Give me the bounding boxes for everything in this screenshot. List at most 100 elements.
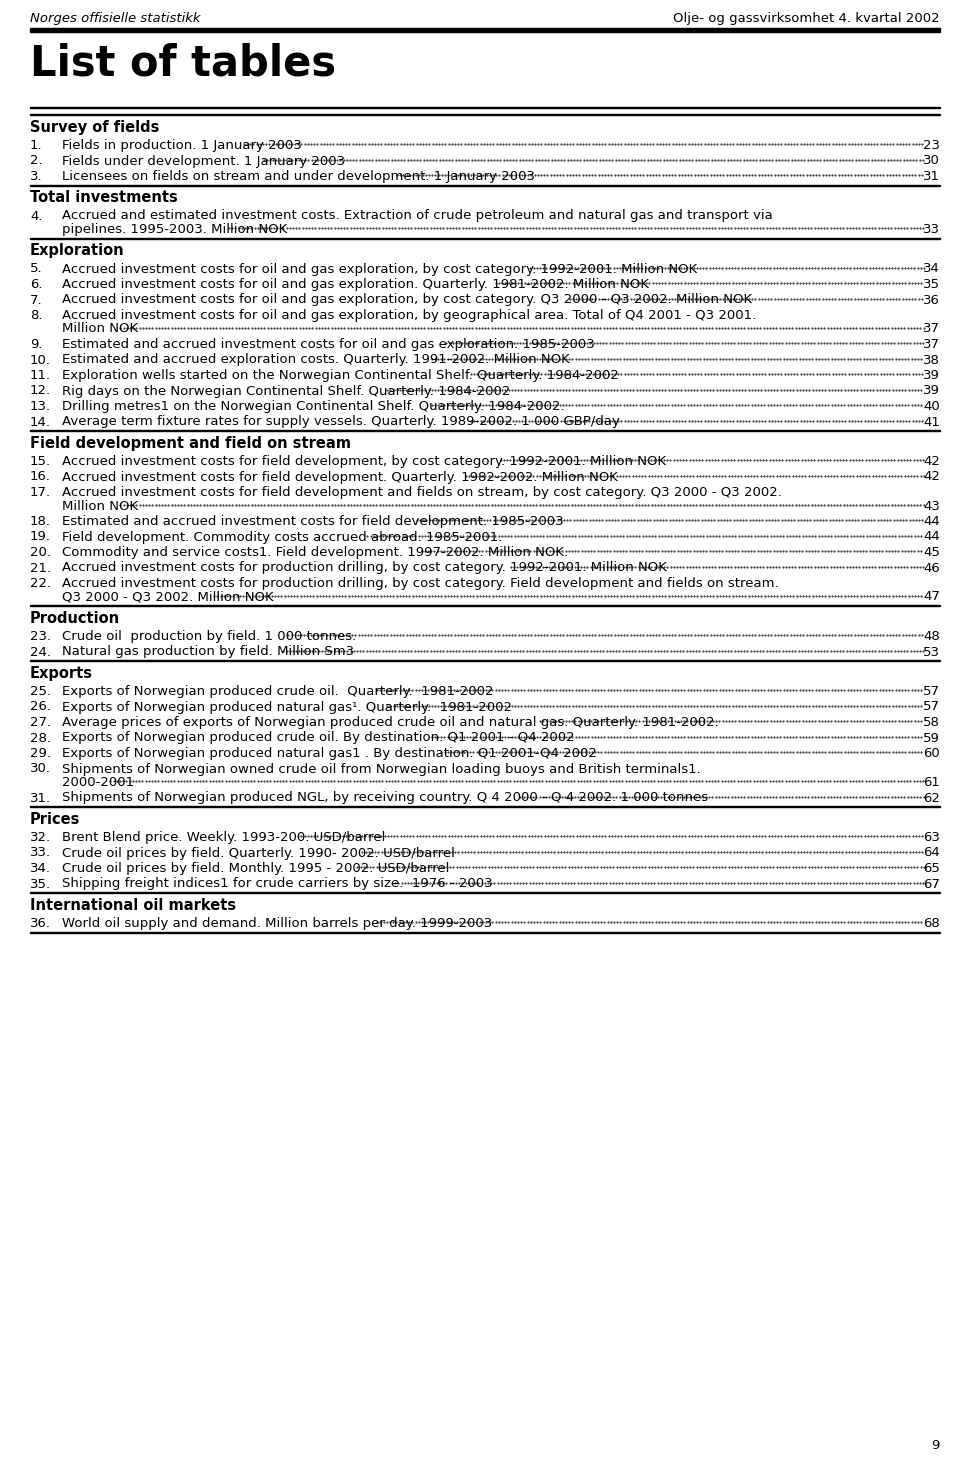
Text: Exports: Exports bbox=[30, 667, 93, 681]
Text: 68: 68 bbox=[924, 917, 940, 930]
Text: 3.: 3. bbox=[30, 170, 42, 183]
Text: 64: 64 bbox=[924, 847, 940, 860]
Text: 67: 67 bbox=[924, 878, 940, 891]
Text: 28.: 28. bbox=[30, 731, 51, 744]
Text: 57: 57 bbox=[923, 686, 940, 697]
Text: 11.: 11. bbox=[30, 369, 51, 382]
Text: 59: 59 bbox=[924, 731, 940, 744]
Text: 30.: 30. bbox=[30, 762, 51, 775]
Text: 21.: 21. bbox=[30, 561, 51, 574]
Text: 45: 45 bbox=[924, 546, 940, 560]
Text: Accrued investment costs for oil and gas exploration, by geographical area. Tota: Accrued investment costs for oil and gas… bbox=[62, 309, 756, 322]
Text: Q3 2000 - Q3 2002. Million NOK: Q3 2000 - Q3 2002. Million NOK bbox=[62, 590, 274, 604]
Text: Average prices of exports of Norwegian produced crude oil and natural gas. Quart: Average prices of exports of Norwegian p… bbox=[62, 716, 719, 730]
Text: Accrued investment costs for oil and gas exploration, by cost category. Q3 2000 : Accrued investment costs for oil and gas… bbox=[62, 293, 752, 306]
Text: 18.: 18. bbox=[30, 516, 51, 527]
Text: 34: 34 bbox=[924, 262, 940, 275]
Text: 5.: 5. bbox=[30, 262, 42, 275]
Text: Rig days on the Norwegian Continental Shelf. Quarterly. 1984-2002: Rig days on the Norwegian Continental Sh… bbox=[62, 384, 511, 397]
Text: 24.: 24. bbox=[30, 646, 51, 658]
Text: Shipments of Norwegian owned crude oil from Norwegian loading buoys and British : Shipments of Norwegian owned crude oil f… bbox=[62, 762, 701, 775]
Text: 44: 44 bbox=[924, 530, 940, 544]
Text: 15.: 15. bbox=[30, 456, 51, 467]
Text: Brent Blend price. Weekly. 1993-200. USD/barrel: Brent Blend price. Weekly. 1993-200. USD… bbox=[62, 831, 385, 844]
Text: 63: 63 bbox=[924, 831, 940, 844]
Text: Estimated and accrued exploration costs. Quarterly. 1991-2002. Million NOK: Estimated and accrued exploration costs.… bbox=[62, 353, 569, 366]
Text: 39: 39 bbox=[924, 384, 940, 397]
Text: Total investments: Total investments bbox=[30, 190, 178, 205]
Text: Estimated and accrued investment costs for oil and gas exploration. 1985-2003: Estimated and accrued investment costs f… bbox=[62, 338, 595, 352]
Text: Exports of Norwegian produced natural gas¹. Quarterly.  1981-2002: Exports of Norwegian produced natural ga… bbox=[62, 700, 512, 713]
Text: 36: 36 bbox=[924, 293, 940, 306]
Text: 26.: 26. bbox=[30, 700, 51, 713]
Text: 1.: 1. bbox=[30, 139, 42, 152]
Text: 10.: 10. bbox=[30, 353, 51, 366]
Text: 39: 39 bbox=[924, 369, 940, 382]
Text: 48: 48 bbox=[924, 630, 940, 643]
Text: Natural gas production by field. Million Sm3: Natural gas production by field. Million… bbox=[62, 646, 354, 658]
Text: Field development and field on stream: Field development and field on stream bbox=[30, 437, 351, 451]
Text: 33.: 33. bbox=[30, 847, 51, 860]
Text: 20.: 20. bbox=[30, 546, 51, 560]
Text: 7.: 7. bbox=[30, 293, 42, 306]
Text: 60: 60 bbox=[924, 747, 940, 760]
Text: 37: 37 bbox=[923, 338, 940, 352]
Text: 2000-2001: 2000-2001 bbox=[62, 776, 134, 790]
Text: Commodity and service costs1. Field development. 1997-2002. Million NOK.: Commodity and service costs1. Field deve… bbox=[62, 546, 568, 560]
Text: 9: 9 bbox=[931, 1439, 940, 1452]
Text: Average term fixture rates for supply vessels. Quarterly. 1989-2002. 1 000 GBP/d: Average term fixture rates for supply ve… bbox=[62, 416, 620, 428]
Text: 9.: 9. bbox=[30, 338, 42, 352]
Text: Shipments of Norwegian produced NGL, by receiving country. Q 4 2000 - Q 4 2002. : Shipments of Norwegian produced NGL, by … bbox=[62, 791, 708, 804]
Text: 31.: 31. bbox=[30, 791, 51, 804]
Text: 30: 30 bbox=[924, 154, 940, 167]
Text: Exploration wells started on the Norwegian Continental Shelf. Quarterly. 1984-20: Exploration wells started on the Norwegi… bbox=[62, 369, 619, 382]
Text: 22.: 22. bbox=[30, 577, 51, 590]
Text: Million NOK: Million NOK bbox=[62, 322, 138, 335]
Text: Licensees on fields on stream and under development. 1 January 2003: Licensees on fields on stream and under … bbox=[62, 170, 535, 183]
Text: International oil markets: International oil markets bbox=[30, 898, 236, 913]
Text: Accrued investment costs for production drilling, by cost category. 1992-2001. M: Accrued investment costs for production … bbox=[62, 561, 667, 574]
Text: Accrued investment costs for oil and gas exploration. Quarterly. 1981-2002. Mill: Accrued investment costs for oil and gas… bbox=[62, 278, 649, 292]
Text: 58: 58 bbox=[924, 716, 940, 730]
Text: 42: 42 bbox=[924, 470, 940, 483]
Text: 40: 40 bbox=[924, 400, 940, 413]
Text: Exports of Norwegian produced crude oil. By destination. Q1 2001 - Q4 2002: Exports of Norwegian produced crude oil.… bbox=[62, 731, 575, 744]
Text: pipelines. 1995-2003. Million NOK: pipelines. 1995-2003. Million NOK bbox=[62, 223, 287, 236]
Text: 41: 41 bbox=[924, 416, 940, 428]
Text: 53: 53 bbox=[923, 646, 940, 658]
Text: 43: 43 bbox=[924, 500, 940, 513]
Text: 36.: 36. bbox=[30, 917, 51, 930]
Text: 14.: 14. bbox=[30, 416, 51, 428]
Text: Fields under development. 1 January 2003: Fields under development. 1 January 2003 bbox=[62, 154, 346, 167]
Text: Crude oil prices by field. Monthly. 1995 - 2002. USD/barrel: Crude oil prices by field. Monthly. 1995… bbox=[62, 861, 449, 875]
Text: 23: 23 bbox=[923, 139, 940, 152]
Text: 35.: 35. bbox=[30, 878, 51, 891]
Text: Fields in production. 1 January 2003: Fields in production. 1 January 2003 bbox=[62, 139, 301, 152]
Text: Norges offisielle statistikk: Norges offisielle statistikk bbox=[30, 12, 201, 25]
Text: 37: 37 bbox=[923, 322, 940, 335]
Text: 38: 38 bbox=[924, 353, 940, 366]
Text: 4.: 4. bbox=[30, 209, 42, 223]
Text: 19.: 19. bbox=[30, 530, 51, 544]
Text: 13.: 13. bbox=[30, 400, 51, 413]
Text: Crude oil prices by field. Quarterly. 1990- 2002. USD/barrel: Crude oil prices by field. Quarterly. 19… bbox=[62, 847, 455, 860]
Text: Drilling metres1 on the Norwegian Continental Shelf. Quarterly. 1984-2002.: Drilling metres1 on the Norwegian Contin… bbox=[62, 400, 564, 413]
Text: Accrued investment costs for oil and gas exploration, by cost category. 1992-200: Accrued investment costs for oil and gas… bbox=[62, 262, 697, 275]
Text: 17.: 17. bbox=[30, 486, 51, 500]
Text: Accrued investment costs for field development and fields on stream, by cost cat: Accrued investment costs for field devel… bbox=[62, 486, 781, 500]
Text: 35: 35 bbox=[923, 278, 940, 292]
Text: Accrued and estimated investment costs. Extraction of crude petroleum and natura: Accrued and estimated investment costs. … bbox=[62, 209, 773, 223]
Text: Exports of Norwegian produced crude oil.  Quarterly.  1981-2002: Exports of Norwegian produced crude oil.… bbox=[62, 686, 493, 697]
Text: Million NOK: Million NOK bbox=[62, 500, 138, 513]
Text: Survey of fields: Survey of fields bbox=[30, 120, 159, 135]
Text: Crude oil  production by field. 1 000 tonnes.: Crude oil production by field. 1 000 ton… bbox=[62, 630, 356, 643]
Text: 12.: 12. bbox=[30, 384, 51, 397]
Text: 29.: 29. bbox=[30, 747, 51, 760]
Text: 46: 46 bbox=[924, 561, 940, 574]
Text: Shipping freight indices1 for crude carriers by size.  1976 - 2003: Shipping freight indices1 for crude carr… bbox=[62, 878, 492, 891]
Text: Accrued investment costs for field development, by cost category. 1992-2001. Mil: Accrued investment costs for field devel… bbox=[62, 456, 666, 467]
Text: 27.: 27. bbox=[30, 716, 51, 730]
Text: Accrued investment costs for field development. Quarterly. 1982-2002. Million NO: Accrued investment costs for field devel… bbox=[62, 470, 618, 483]
Text: 47: 47 bbox=[924, 590, 940, 604]
Text: 65: 65 bbox=[924, 861, 940, 875]
